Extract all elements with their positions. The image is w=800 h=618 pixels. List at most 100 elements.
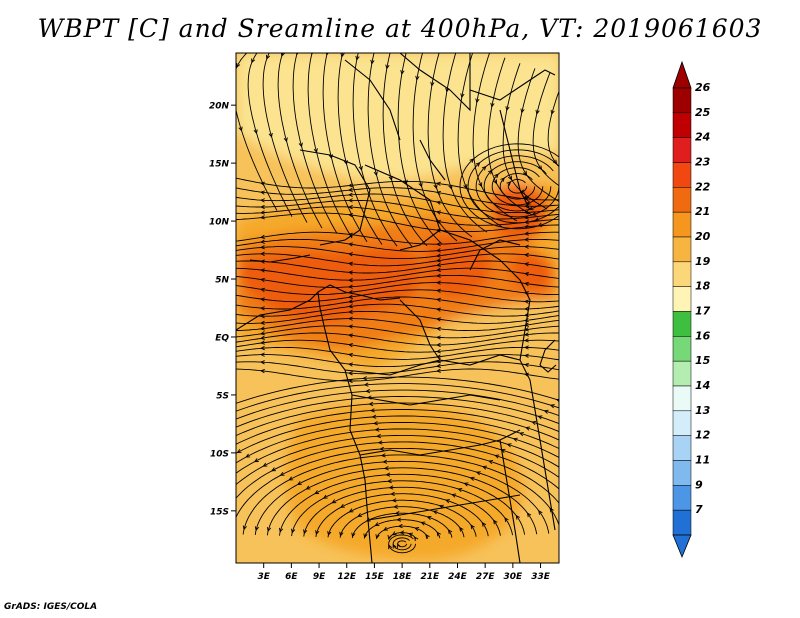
streamline-arrow <box>435 307 441 312</box>
country-border <box>364 164 441 251</box>
lon-tick-label: 15E <box>365 572 385 582</box>
country-border <box>439 229 531 361</box>
streamline <box>279 473 526 536</box>
streamline-arrow <box>219 524 222 528</box>
streamline-arrow <box>259 215 265 220</box>
streamline-arrow <box>493 519 498 525</box>
streamline-arrow <box>347 316 353 321</box>
streamline-arrow <box>469 476 475 481</box>
lon-tick-label: 18E <box>393 572 413 582</box>
streamline-arrow <box>393 504 399 509</box>
colorbar: 26 25 24 23 22 21 20 19 18 17 16 15 14 13 12 11 9 7 <box>672 60 711 559</box>
streamline-arrow <box>494 173 499 179</box>
colorbar-label: 11 <box>695 454 710 467</box>
streamline-arrow <box>415 75 420 81</box>
streamline-arrow <box>347 270 353 275</box>
streamline-arrow <box>186 422 190 425</box>
streamline-arrow <box>266 526 272 532</box>
streamline-arrow <box>523 210 529 215</box>
streamline-arrow <box>357 512 363 517</box>
streamline-arrow <box>347 371 353 376</box>
streamline-arrow <box>523 332 529 337</box>
streamline-arrow <box>388 544 393 550</box>
country-border <box>249 254 311 263</box>
streamline-arrow <box>347 205 353 210</box>
streamline-arrow <box>481 465 487 470</box>
colorbar-swatch <box>672 311 692 337</box>
streamline-arrow <box>371 414 377 419</box>
streamline-arrow <box>549 404 555 409</box>
streamline-arrow <box>537 222 543 227</box>
country-border <box>367 494 521 521</box>
country-border <box>469 69 556 101</box>
streamline-arrow <box>374 522 380 527</box>
streamline-arrow <box>253 129 258 135</box>
streamline <box>236 246 559 260</box>
streamline-arrow <box>311 53 314 56</box>
streamline-arrow <box>400 69 405 75</box>
streamline <box>236 441 559 499</box>
streamline-arrow <box>469 158 475 163</box>
streamline-arrow <box>494 454 500 459</box>
streamline-arrow <box>430 81 435 87</box>
streamline-arrow <box>259 190 265 195</box>
streamline-arrow <box>525 426 531 431</box>
streamline <box>236 253 559 267</box>
streamline-arrow <box>259 204 265 210</box>
lat-tick-label: 15N <box>209 160 230 170</box>
colorbar-label: 16 <box>695 329 711 342</box>
lon-tick-label: 24E <box>448 572 468 582</box>
streamline-arrow <box>435 262 441 268</box>
streamline-arrow <box>314 490 320 495</box>
streamline-arrow <box>368 401 374 407</box>
streamline-arrow <box>203 431 207 434</box>
streamline-arrow <box>388 175 393 181</box>
streamline-arrow <box>383 526 388 531</box>
colorbar-label: 23 <box>695 156 711 169</box>
streamline-arrow <box>595 499 599 503</box>
streamline-arrow <box>537 415 543 420</box>
streamline-arrow <box>231 525 234 529</box>
streamline-arrow <box>394 511 400 516</box>
streamline <box>236 53 278 211</box>
streamline-arrow <box>520 108 525 114</box>
streamline-arrow <box>391 498 397 503</box>
streamline-arrow <box>435 317 441 322</box>
streamline-arrow <box>420 521 426 526</box>
streamline <box>291 480 513 537</box>
streamline-arrow <box>475 162 481 167</box>
streamline-arrow <box>278 527 284 533</box>
streamline-arrow <box>444 499 450 504</box>
country-border <box>344 59 401 141</box>
streamline-arrow <box>195 522 198 526</box>
streamline-arrow <box>457 487 463 493</box>
streamline-arrow <box>327 530 332 536</box>
streamline-arrow <box>303 529 308 535</box>
streamline <box>242 454 559 535</box>
colorbar-swatch <box>672 112 692 138</box>
streamline-arrow <box>488 460 494 465</box>
wbpt-23-core-east <box>425 235 491 298</box>
streamline-arrow <box>531 211 537 216</box>
streamline <box>236 318 559 332</box>
streamline-arrow <box>386 478 392 484</box>
streamline-arrow <box>111 517 114 521</box>
colorbar-swatch <box>672 435 692 461</box>
streamline <box>236 325 559 339</box>
streamline <box>236 267 559 281</box>
country-border <box>419 139 446 181</box>
streamline-arrow <box>500 177 505 183</box>
streamline-arrow <box>392 543 397 549</box>
colorbar-label: 19 <box>695 255 711 268</box>
streamline <box>236 310 559 324</box>
streamline <box>236 231 559 245</box>
streamline-arrow <box>463 184 468 190</box>
streamline-arrow <box>236 448 242 453</box>
streamline-arrow <box>325 53 329 56</box>
streamline-arrow <box>523 252 529 258</box>
streamline-arrow <box>355 55 360 61</box>
streamline-arrow <box>171 521 174 525</box>
streamline-arrow <box>358 165 363 171</box>
streamline-arrow <box>259 297 265 302</box>
grads-credit: GrADS: IGES/COLA <box>4 602 98 612</box>
